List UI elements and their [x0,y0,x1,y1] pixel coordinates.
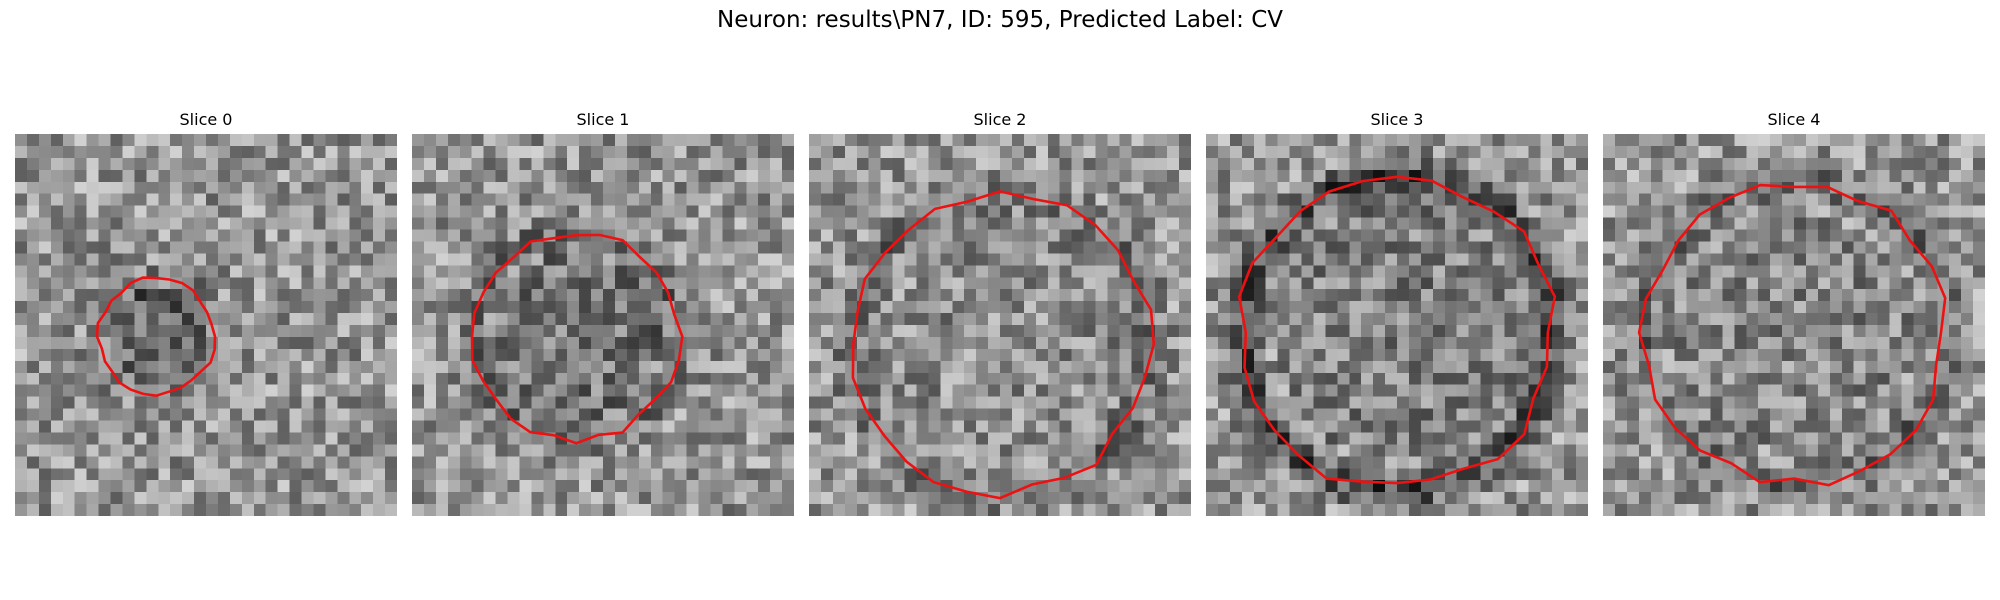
slice-title: Slice 4 [1767,110,1821,129]
slice-image [1603,134,1985,516]
slice-image [1206,134,1588,516]
segmentation-contour [1237,175,1557,485]
slice-panel-1: Slice 1 [412,110,794,522]
slice-title: Slice 0 [179,110,233,129]
slice-panel-3: Slice 3 [1206,110,1588,522]
figure-title: Neuron: results\PN7, ID: 595, Predicted … [717,7,1283,33]
slice-title: Slice 1 [576,110,630,129]
slice-image [15,134,397,516]
slice-panel-2: Slice 2 [809,110,1191,522]
slice-image [412,134,794,516]
slice-title: Slice 2 [973,110,1027,129]
segmentation-contour [95,276,217,398]
segmentation-contour [851,190,1156,500]
slice-image [809,134,1191,516]
slice-panel-4: Slice 4 [1603,110,1985,522]
segmentation-contour [1637,183,1947,487]
slice-panel-0: Slice 0 [15,110,397,522]
slice-title: Slice 3 [1370,110,1424,129]
segmentation-contour [470,233,684,445]
